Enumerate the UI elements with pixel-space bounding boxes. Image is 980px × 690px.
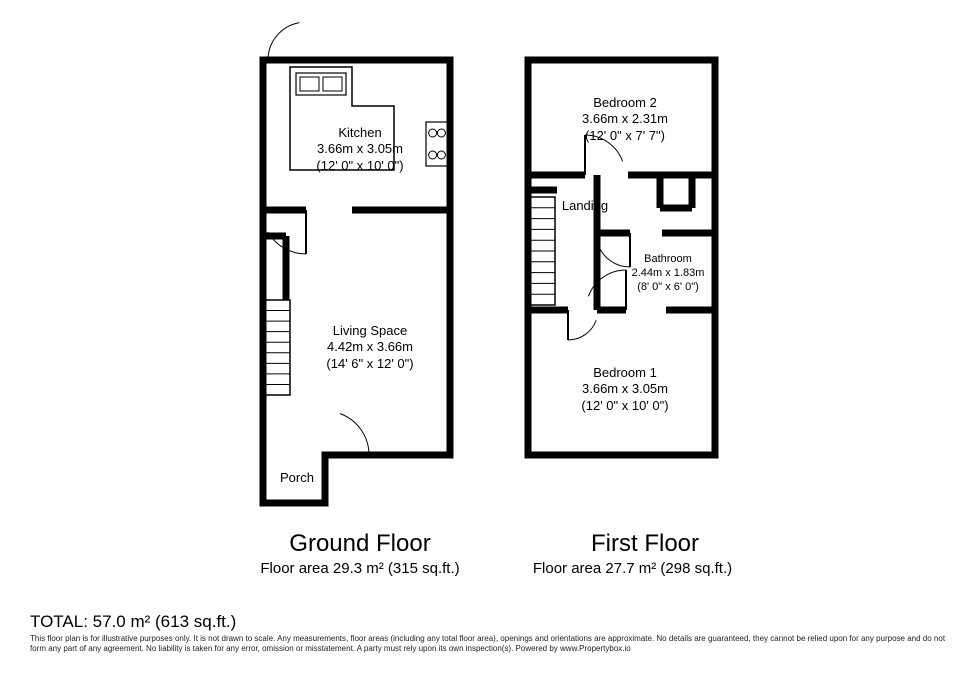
floorplan-svg	[0, 0, 980, 685]
disclaimer-text: This floor plan is for illustrative purp…	[30, 634, 950, 653]
ground-floor-title: Ground Floor	[260, 530, 460, 558]
ground-floor-area: Floor area 29.3 m² (315 sq.ft.)	[235, 560, 485, 577]
floorplan-canvas	[0, 0, 980, 685]
first-floor-area: Floor area 27.7 m² (298 sq.ft.)	[505, 560, 760, 577]
first-floor-title: First Floor	[545, 530, 745, 558]
total-area: TOTAL: 57.0 m² (613 sq.ft.)	[30, 612, 236, 632]
